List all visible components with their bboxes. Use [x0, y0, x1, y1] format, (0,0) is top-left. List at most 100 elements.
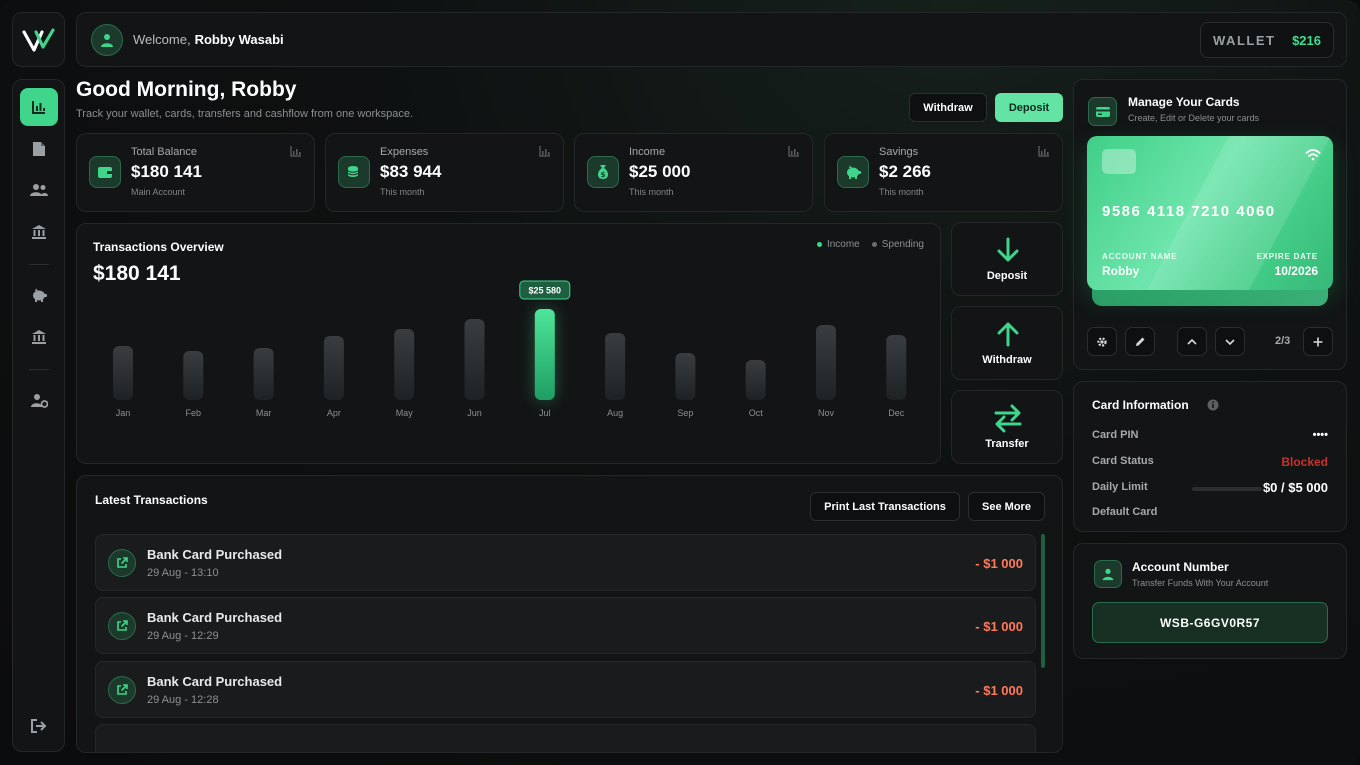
card-status-row: Card Status Blocked: [1092, 455, 1328, 469]
bar-jan[interactable]: [113, 346, 133, 400]
bank-icon: [32, 330, 46, 344]
contactless-icon: [1305, 149, 1321, 161]
user-avatar[interactable]: [91, 24, 123, 56]
deposit-button[interactable]: Deposit: [995, 93, 1063, 122]
bar-feb[interactable]: [183, 351, 204, 400]
info-icon[interactable]: [1207, 399, 1219, 411]
welcome-text: Welcome, Robby Wasabi: [133, 32, 284, 47]
daily-limit-label: Daily Limit: [1092, 481, 1148, 493]
card-next-button[interactable]: [1215, 327, 1245, 356]
card-pin-value[interactable]: ••••: [1312, 429, 1328, 441]
document-icon: [33, 142, 45, 156]
mini-chart-icon: [539, 146, 550, 157]
bar-jul[interactable]: [534, 309, 555, 400]
stat-value: $25 000: [629, 162, 691, 181]
stat-expenses[interactable]: Expenses $83 944 This month: [325, 133, 564, 212]
latest-transactions: Latest Transactions Print Last Transacti…: [76, 475, 1063, 753]
transaction-amount: - $1 000: [975, 619, 1023, 634]
mini-chart-icon: [1038, 146, 1049, 157]
withdraw-button[interactable]: Withdraw: [909, 93, 987, 122]
arrow-down-icon: [997, 237, 1019, 262]
account-number-value[interactable]: WSB-G6GV0R57: [1092, 602, 1328, 643]
legend-income: Income: [816, 239, 860, 250]
wallet-badge[interactable]: WALLET $216: [1200, 22, 1334, 58]
sidebar-item-bank[interactable]: [20, 213, 58, 251]
sidebar-item-bank-2[interactable]: [20, 318, 58, 356]
top-bar: Welcome, Robby Wasabi WALLET $216: [76, 12, 1347, 67]
latest-title: Latest Transactions: [95, 493, 208, 507]
card-account-name-label: ACCOUNT NAME: [1102, 252, 1178, 261]
tick-label-oct: Oct: [749, 408, 764, 418]
transaction-row[interactable]: Bank Card Purchased 29 Aug - 13:10 - $1 …: [95, 534, 1036, 591]
tick-label-mar: Mar: [256, 408, 272, 418]
plus-icon: [1313, 337, 1323, 346]
bar-sep[interactable]: [675, 353, 696, 400]
stat-total-balance[interactable]: Total Balance $180 141 Main Account: [76, 133, 315, 212]
bar-mar[interactable]: [253, 348, 274, 400]
sidebar-item-logout[interactable]: [20, 707, 58, 745]
stat-title: Expenses: [380, 146, 429, 158]
transaction-row[interactable]: [95, 724, 1036, 752]
bar-dec[interactable]: [886, 335, 907, 400]
sidebar-item-savings[interactable]: [20, 276, 58, 314]
sidebar-divider: [29, 264, 49, 265]
overview-chart: Jan Feb Mar Apr May Jun Jul $25 580 Aug Sep Oct Nov…: [113, 280, 907, 418]
transfer-action[interactable]: Transfer: [951, 390, 1063, 464]
bar-may[interactable]: [394, 329, 415, 400]
user-name: Robby Wasabi: [194, 32, 284, 47]
bar-nov[interactable]: [816, 325, 836, 400]
sidebar-item-documents[interactable]: [20, 130, 58, 168]
stat-income[interactable]: $ Income $25 000 This month: [574, 133, 813, 212]
piggy-bank-icon: [33, 288, 47, 302]
page-subtitle: Track your wallet, cards, transfers and …: [76, 108, 414, 120]
print-transactions-button[interactable]: Print Last Transactions: [810, 492, 960, 521]
stat-subtitle: This month: [380, 187, 425, 197]
transaction-row[interactable]: Bank Card Purchased 29 Aug - 12:29 - $1 …: [95, 597, 1036, 654]
user-gear-icon: [30, 393, 48, 408]
page-title: Good Morning, Robby: [76, 78, 297, 101]
sidebar-item-users[interactable]: [20, 171, 58, 209]
bar-apr[interactable]: [323, 336, 344, 400]
bar-tooltip: [519, 280, 571, 300]
card-prev-button[interactable]: [1177, 327, 1207, 356]
manage-cards-subtitle: Create, Edit or Delete your cards: [1128, 113, 1260, 123]
card-edit-button[interactable]: [1125, 327, 1155, 356]
deposit-action[interactable]: Deposit: [951, 222, 1063, 296]
transactions-scrollbar[interactable]: [1041, 534, 1045, 668]
stat-title: Total Balance: [131, 146, 198, 158]
stat-title: Savings: [879, 146, 919, 158]
card-status-value: Blocked: [1281, 455, 1328, 469]
stat-subtitle: Main Account: [131, 187, 186, 197]
stat-title: Income: [629, 146, 666, 158]
logo[interactable]: [12, 12, 65, 67]
external-link-icon: [108, 549, 136, 577]
add-card-button[interactable]: [1303, 327, 1333, 356]
wallet-icon: [89, 156, 121, 188]
transaction-name: Bank Card Purchased: [147, 674, 283, 689]
bar-aug[interactable]: [605, 333, 626, 400]
bar-jun[interactable]: [464, 319, 485, 400]
sidebar-item-user-settings[interactable]: [20, 381, 58, 419]
account-number-subtitle: Transfer Funds With Your Account: [1132, 578, 1269, 588]
sidebar: [12, 79, 65, 752]
piggy-bank-icon: [837, 156, 869, 188]
stat-savings[interactable]: Savings $2 266 This month: [824, 133, 1063, 212]
tick-label-apr: Apr: [327, 408, 341, 418]
card-expire-label: EXPIRE DATE: [1256, 252, 1318, 261]
transaction-row[interactable]: Bank Card Purchased 29 Aug - 12:28 - $1 …: [95, 661, 1036, 718]
account-number-panel: Account Number Transfer Funds With Your …: [1073, 543, 1347, 659]
tick-label-sep: Sep: [677, 408, 693, 418]
see-more-button[interactable]: See More: [968, 492, 1045, 521]
overview-value: $180 141: [93, 262, 181, 285]
external-link-icon: [108, 612, 136, 640]
bar-oct[interactable]: [745, 360, 766, 400]
stat-value: $2 266: [879, 162, 931, 181]
card-settings-button[interactable]: [1087, 327, 1117, 356]
sidebar-item-dashboard[interactable]: [20, 88, 58, 126]
credit-card[interactable]: 9586 4118 7210 4060 ACCOUNT NAME Robby E…: [1087, 136, 1333, 290]
transfer-arrows-icon: [994, 404, 1022, 433]
bar-tooltip-label: $25 580: [529, 286, 562, 296]
tick-label-jul: Jul: [539, 408, 551, 418]
withdraw-action[interactable]: Withdraw: [951, 306, 1063, 380]
